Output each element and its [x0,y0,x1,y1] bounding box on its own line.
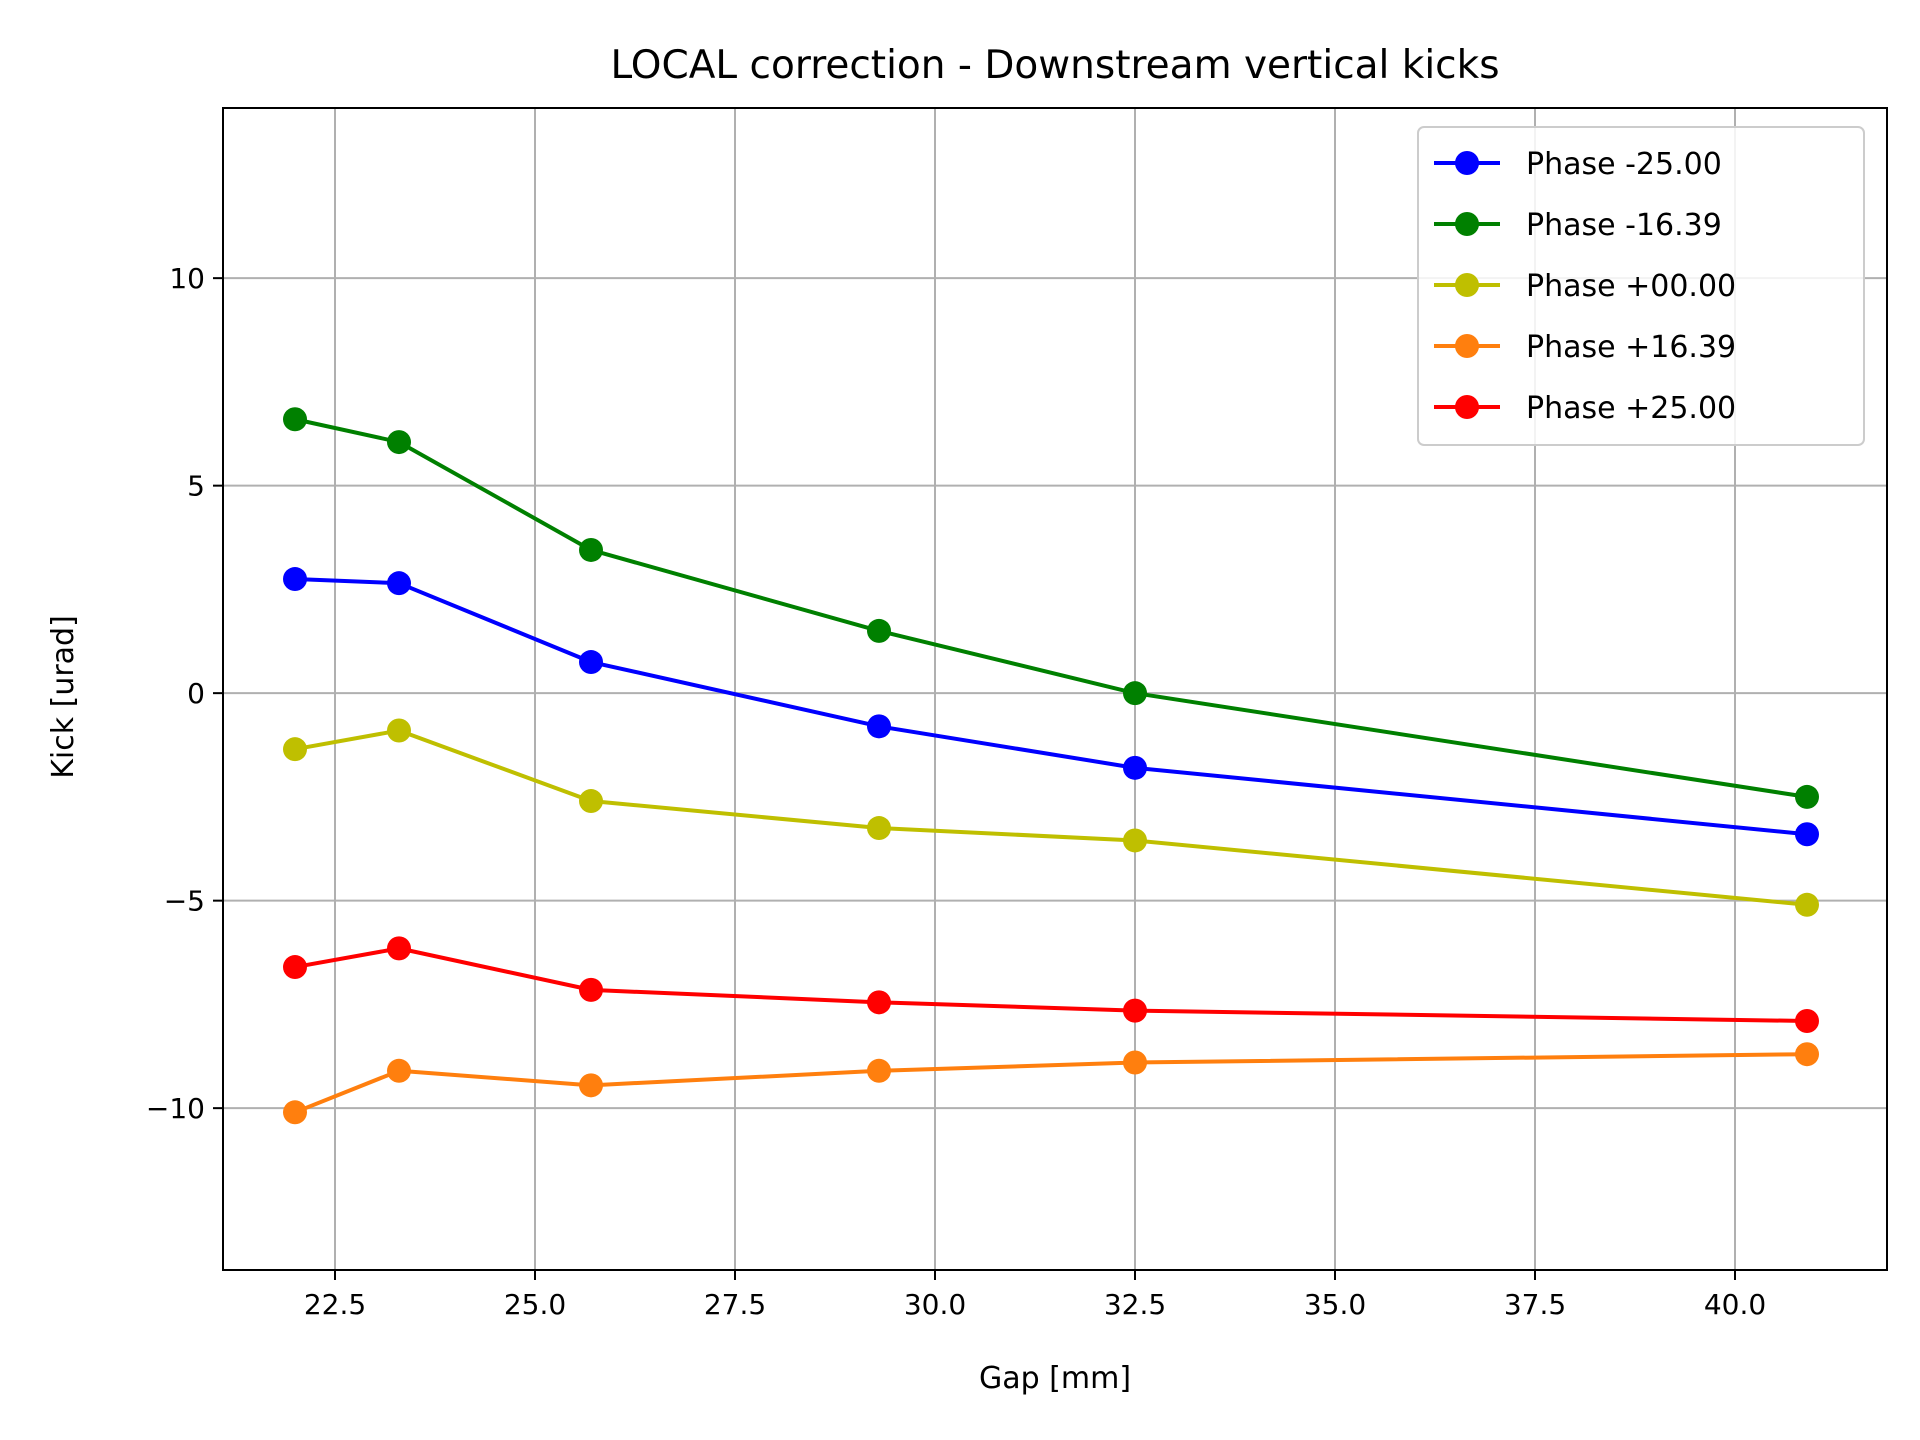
y-tick-label: 5 [187,470,205,503]
x-tick-label: 27.5 [704,1288,766,1321]
legend-label: Phase +25.00 [1526,391,1736,426]
legend-item: Phase -25.00 [1434,147,1722,182]
data-point [579,977,603,1002]
data-point [579,537,603,562]
data-point [1795,822,1819,847]
data-point [387,936,411,961]
x-tick-label: 37.5 [1504,1288,1566,1321]
legend-item: Phase +16.39 [1434,330,1736,365]
legend: Phase -25.00 Phase -16.39 Phase +00.00 Phas… [1417,126,1865,446]
series-line [294,577,1808,837]
data-point [1795,1042,1819,1067]
x-tick-label: 35.0 [1304,1288,1366,1321]
data-point [1795,1009,1819,1033]
legend-marker [1455,151,1479,175]
data-point [1123,755,1147,780]
data-point [579,650,603,675]
data-point [867,816,891,841]
series-line [294,1052,1808,1115]
axis-ticks: 22.5 25.0 27.5 30.0 32.5 35.0 37.5 40.0 −10 −5 0 5 1… [146,262,1766,1321]
data-point [1123,998,1147,1023]
data-point [1123,681,1147,706]
series-line [294,728,1808,907]
legend-label: Phase +00.00 [1526,269,1736,304]
data-point [387,1058,411,1083]
legend-label: Phase +16.39 [1526,330,1736,365]
series-line [294,417,1808,799]
data-point [867,990,891,1015]
y-tick-label: −10 [146,1092,205,1125]
series-2 [283,407,1819,809]
legend-marker [1455,212,1479,236]
data-point [867,1058,891,1083]
y-tick-label: 10 [169,262,205,295]
legend-box [1417,126,1865,446]
series-layer [283,407,1819,1125]
y-tick-label: −5 [164,885,205,918]
y-tick-label: 0 [187,677,205,710]
x-tick-label: 32.5 [1104,1288,1166,1321]
data-point [579,1073,603,1098]
data-point [283,1100,307,1125]
x-tick-label: 22.5 [304,1288,366,1321]
legend-item: Phase -16.39 [1434,208,1722,243]
series-line [294,946,1808,1023]
series-3 [283,718,1819,917]
data-point [579,789,603,814]
plot-area-frame [222,107,1888,1271]
data-point [387,430,411,455]
data-point [1795,892,1819,917]
x-tick-label: 40.0 [1704,1288,1766,1321]
y-axis-label: Kick [urad] [46,615,81,779]
series-1 [283,567,1819,847]
data-point [867,618,891,643]
legend-item: Phase +00.00 [1434,269,1736,304]
x-axis-label: Gap [mm] [979,1361,1131,1396]
data-point [283,407,307,432]
data-point [1123,828,1147,853]
data-point [1795,784,1819,809]
data-point [283,955,307,980]
x-tick-label: 25.0 [504,1288,566,1321]
legend-item: Phase +25.00 [1434,391,1736,426]
data-point [283,567,307,592]
x-tick-label: 30.0 [904,1288,966,1321]
series-5 [283,936,1819,1033]
legend-marker [1455,273,1479,297]
data-point [867,714,891,739]
series-4 [283,1042,1819,1125]
data-point [387,718,411,743]
legend-marker [1455,334,1479,358]
legend-label: Phase -25.00 [1526,147,1722,182]
data-point [387,571,411,596]
data-point [283,737,307,762]
legend-marker [1455,395,1479,419]
data-point [1123,1050,1147,1075]
legend-label: Phase -16.39 [1526,208,1722,243]
chart-title: LOCAL correction - Downstream vertical k… [610,43,1499,88]
